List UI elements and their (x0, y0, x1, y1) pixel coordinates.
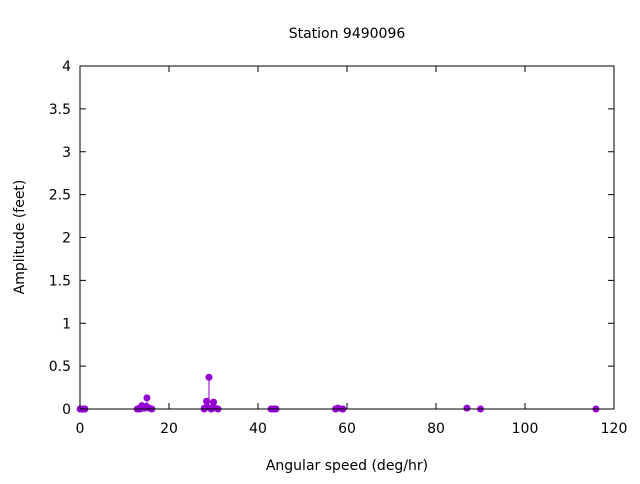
x-tick-label: 100 (512, 421, 539, 437)
y-tick-label: 4 (62, 59, 71, 75)
data-point (143, 394, 151, 402)
y-tick-label: 2 (62, 231, 71, 247)
y-tick-label: 0.5 (49, 359, 71, 375)
chart-title: Station 9490096 (289, 26, 406, 42)
y-tick-label: 2.5 (49, 188, 71, 204)
x-tick-label: 0 (76, 421, 85, 437)
data-point (203, 397, 211, 405)
x-tick-label: 20 (160, 421, 178, 437)
data-point (463, 404, 471, 412)
x-axis-label: Angular speed (deg/hr) (266, 458, 428, 474)
plot-border (79, 65, 615, 410)
y-tick-label: 1 (62, 316, 71, 332)
x-tick-label: 120 (601, 421, 628, 437)
y-tick-label: 1.5 (49, 273, 71, 289)
x-tick-label: 80 (427, 421, 445, 437)
y-tick-label: 0 (62, 402, 71, 418)
x-tick-label: 40 (249, 421, 267, 437)
y-tick-label: 3.5 (49, 102, 71, 118)
y-axis-label: Amplitude (feet) (12, 180, 28, 295)
y-tick-label: 3 (62, 145, 71, 161)
x-tick-label: 60 (338, 421, 356, 437)
data-point (205, 373, 213, 381)
data-point (210, 398, 217, 406)
